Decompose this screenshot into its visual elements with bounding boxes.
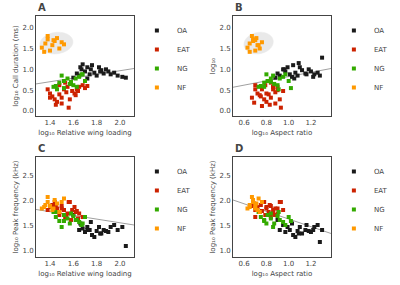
svg-text:2.0: 2.0 — [22, 24, 33, 32]
svg-text:log₁₀ Relative wing loading: log₁₀ Relative wing loading — [38, 270, 132, 278]
svg-text:C: C — [38, 143, 45, 154]
svg-text:NG: NG — [374, 65, 385, 73]
svg-text:1.0: 1.0 — [219, 247, 230, 255]
svg-text:NF: NF — [374, 225, 383, 233]
svg-text:EAT: EAT — [374, 46, 388, 54]
svg-text:OA: OA — [374, 168, 384, 176]
svg-text:NG: NG — [177, 206, 188, 214]
svg-text:0.6: 0.6 — [239, 119, 251, 127]
svg-text:B: B — [235, 2, 243, 13]
svg-text:1.4: 1.4 — [44, 119, 56, 127]
svg-text:1.0: 1.0 — [219, 66, 230, 74]
svg-text:1.0: 1.0 — [22, 66, 33, 74]
svg-text:log₁₀ Aspect ratio: log₁₀ Aspect ratio — [252, 129, 313, 137]
svg-text:NG: NG — [177, 65, 188, 73]
svg-text:2.5: 2.5 — [219, 172, 230, 180]
svg-text:2.0: 2.0 — [22, 197, 33, 205]
svg-text:2.0: 2.0 — [219, 24, 230, 32]
svg-text:1.0: 1.0 — [283, 119, 294, 127]
svg-text:1.8: 1.8 — [91, 260, 102, 268]
svg-text:1.5: 1.5 — [22, 45, 33, 53]
svg-text:1.6: 1.6 — [68, 119, 80, 127]
svg-text:log₁₀ Call duration (ms): log₁₀ Call duration (ms) — [12, 25, 20, 107]
svg-text:EAT: EAT — [374, 187, 388, 195]
svg-text:log₁₀ Aspect ratio: log₁₀ Aspect ratio — [252, 270, 313, 278]
svg-text:0.5: 0.5 — [22, 87, 33, 95]
svg-text:1.0: 1.0 — [22, 247, 33, 255]
svg-text:log₁₀ Peak frequency (kHz): log₁₀ Peak frequency (kHz) — [209, 160, 217, 253]
svg-text:1.2: 1.2 — [305, 260, 316, 268]
svg-text:OA: OA — [177, 27, 187, 35]
svg-text:2.5: 2.5 — [22, 172, 33, 180]
svg-text:NF: NF — [177, 225, 186, 233]
svg-text:log₁₀ Relative wing loading: log₁₀ Relative wing loading — [38, 129, 132, 137]
svg-text:0.5: 0.5 — [219, 87, 230, 95]
svg-text:A: A — [38, 2, 46, 13]
svg-text:2.0: 2.0 — [114, 119, 125, 127]
svg-text:EAT: EAT — [177, 46, 191, 54]
svg-text:0.8: 0.8 — [261, 119, 272, 127]
svg-text:2.0: 2.0 — [219, 197, 230, 205]
svg-text:1.5: 1.5 — [219, 222, 230, 230]
svg-text:1.2: 1.2 — [305, 119, 316, 127]
svg-text:1.4: 1.4 — [44, 260, 56, 268]
svg-text:D: D — [235, 143, 243, 154]
svg-text:log₁₀: log₁₀ — [209, 58, 217, 74]
svg-text:1.6: 1.6 — [68, 260, 80, 268]
svg-text:1.5: 1.5 — [22, 222, 33, 230]
svg-text:NF: NF — [177, 84, 186, 92]
svg-text:EAT: EAT — [177, 187, 191, 195]
svg-text:1.0: 1.0 — [283, 260, 294, 268]
svg-text:NF: NF — [374, 84, 383, 92]
svg-text:OA: OA — [374, 27, 384, 35]
svg-text:1.8: 1.8 — [91, 119, 102, 127]
svg-text:0.6: 0.6 — [239, 260, 251, 268]
svg-text:0.0: 0.0 — [22, 107, 33, 115]
svg-text:log₁₀ Peak frequency (kHz): log₁₀ Peak frequency (kHz) — [12, 160, 20, 253]
svg-text:0.8: 0.8 — [261, 260, 272, 268]
svg-text:NG: NG — [374, 206, 385, 214]
svg-text:OA: OA — [177, 168, 187, 176]
svg-text:0.0: 0.0 — [219, 107, 230, 115]
svg-text:1.5: 1.5 — [219, 45, 230, 53]
svg-text:2.0: 2.0 — [114, 260, 125, 268]
